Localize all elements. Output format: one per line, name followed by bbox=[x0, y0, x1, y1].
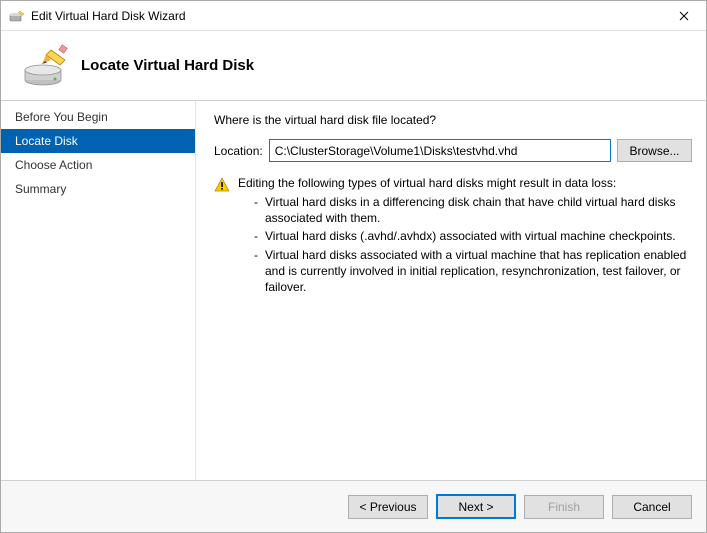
wizard-steps-sidebar: Before You Begin Locate Disk Choose Acti… bbox=[1, 101, 196, 480]
wizard-window: Edit Virtual Hard Disk Wizard Locate Vir… bbox=[0, 0, 707, 533]
warning-item: Virtual hard disks (.avhd/.avhdx) associ… bbox=[254, 228, 692, 244]
app-icon bbox=[9, 8, 25, 24]
sidebar-step-summary[interactable]: Summary bbox=[1, 177, 195, 201]
location-input[interactable] bbox=[269, 139, 611, 162]
sidebar-step-before-you-begin[interactable]: Before You Begin bbox=[1, 105, 195, 129]
prompt-text: Where is the virtual hard disk file loca… bbox=[214, 113, 692, 127]
sidebar-step-choose-action[interactable]: Choose Action bbox=[1, 153, 195, 177]
wizard-footer: < Previous Next > Finish Cancel bbox=[1, 480, 706, 532]
next-button[interactable]: Next > bbox=[436, 494, 516, 519]
location-row: Location: Browse... bbox=[214, 139, 692, 162]
location-label: Location: bbox=[214, 144, 263, 158]
titlebar: Edit Virtual Hard Disk Wizard bbox=[1, 1, 706, 31]
previous-button[interactable]: < Previous bbox=[348, 495, 428, 519]
wizard-content: Where is the virtual hard disk file loca… bbox=[196, 101, 706, 480]
warning-item: Virtual hard disks in a differencing dis… bbox=[254, 194, 692, 226]
window-title: Edit Virtual Hard Disk Wizard bbox=[31, 9, 661, 23]
close-button[interactable] bbox=[661, 1, 706, 30]
warning-heading: Editing the following types of virtual h… bbox=[238, 176, 692, 190]
warning-item: Virtual hard disks associated with a vir… bbox=[254, 247, 692, 296]
sidebar-step-locate-disk[interactable]: Locate Disk bbox=[1, 129, 195, 153]
disk-icon bbox=[21, 42, 69, 90]
wizard-header: Locate Virtual Hard Disk bbox=[1, 31, 706, 101]
browse-button[interactable]: Browse... bbox=[617, 139, 692, 162]
wizard-page-title: Locate Virtual Hard Disk bbox=[81, 57, 254, 74]
warning-block: Editing the following types of virtual h… bbox=[214, 176, 692, 297]
warning-list: Virtual hard disks in a differencing dis… bbox=[238, 194, 692, 295]
cancel-button[interactable]: Cancel bbox=[612, 495, 692, 519]
finish-button: Finish bbox=[524, 495, 604, 519]
warning-icon bbox=[214, 177, 230, 193]
warning-text: Editing the following types of virtual h… bbox=[238, 176, 692, 297]
wizard-body: Before You Begin Locate Disk Choose Acti… bbox=[1, 101, 706, 480]
